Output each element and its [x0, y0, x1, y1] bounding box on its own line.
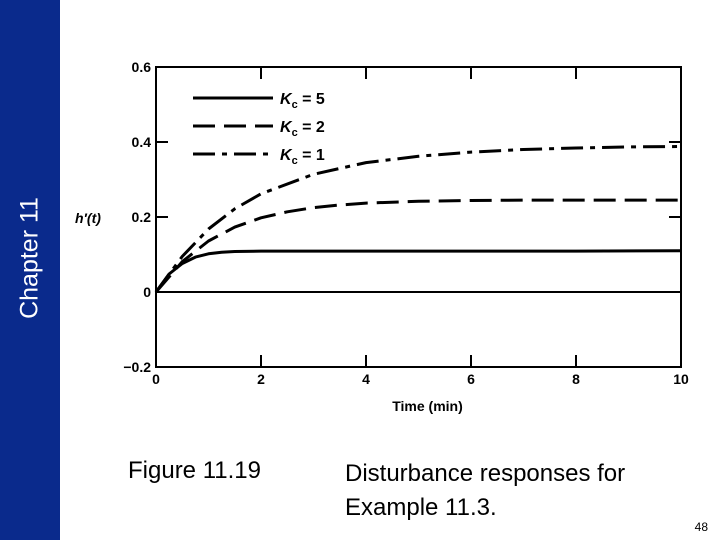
- x-tick-label: 6: [467, 371, 475, 387]
- legend-label: Kc = 1: [280, 147, 325, 167]
- x-tick-label: 10: [673, 371, 689, 387]
- figure-label: Figure 11.19: [128, 457, 261, 484]
- y-tick-label: 0: [143, 284, 151, 300]
- y-axis-label: h′(t): [75, 210, 101, 226]
- series-line-solid: [154, 249, 682, 293]
- y-tick-label: 0.2: [132, 209, 152, 225]
- series-line-dashdot: [154, 145, 682, 293]
- x-axis-label: Time (min): [392, 398, 463, 414]
- legend-label: Kc = 5: [280, 91, 325, 111]
- x-tick-label: 4: [362, 371, 370, 387]
- x-tick-label: 2: [257, 371, 265, 387]
- page-number: 48: [694, 520, 708, 534]
- x-tick-label: 8: [572, 371, 580, 387]
- figure-caption: Disturbance responses for Example 11.3.: [345, 460, 626, 521]
- series-line-dashed: [154, 198, 681, 293]
- y-tick-label: 0.4: [132, 134, 152, 150]
- legend-label: Kc = 2: [280, 119, 325, 139]
- disturbance-response-chart: 0 2 4 6 8 10−0.200.20.40.6h′(t)Time (min)Kc =…: [75, 59, 689, 414]
- x-tick-label: 0: [152, 371, 160, 387]
- y-tick-label: −0.2: [123, 359, 151, 375]
- chapter-sidebar: Chapter 11: [0, 0, 60, 540]
- plot-frame: [155, 66, 682, 368]
- y-tick-label: 0.6: [132, 59, 152, 75]
- chapter-label: Chapter 11: [15, 197, 44, 319]
